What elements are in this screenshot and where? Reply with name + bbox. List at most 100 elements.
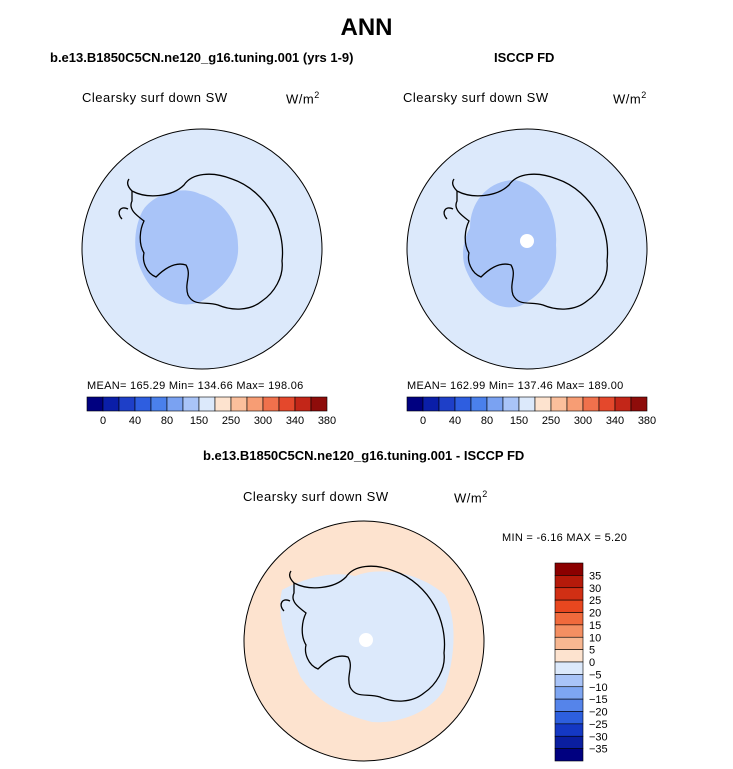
panel-2-variable-label: Clearsky surf down SW: [403, 90, 549, 105]
panel-1-title: b.e13.B1850C5CN.ne120_g16.tuning.001 (yr…: [50, 50, 354, 65]
colorbar-swatch: [598, 396, 616, 412]
map-panel-1: [81, 128, 323, 370]
map-1-coastline: [118, 173, 284, 310]
map-2-border: [406, 128, 648, 370]
colorbar-tick-label: 300: [254, 415, 272, 427]
colorbar-tick-label: 150: [190, 415, 208, 427]
panel-1-units-label: W/m2: [286, 90, 320, 107]
map-3-coastline: [280, 565, 446, 702]
colorbar-tick-label: −25: [589, 719, 608, 731]
colorbar-swatch: [230, 396, 248, 412]
colorbar-tick-label: 300: [574, 415, 592, 427]
colorbar-swatch: [422, 396, 440, 412]
colorbar-tick-label: 0: [100, 415, 106, 427]
colorbar-2: 0 40 80 150 250 300 340 380: [406, 396, 656, 427]
colorbar-swatch: [554, 735, 584, 749]
map-2-interior-region: [463, 180, 557, 308]
colorbar-swatch: [554, 686, 584, 700]
colorbar-swatch: [614, 396, 632, 412]
colorbar-swatch: [554, 562, 584, 576]
colorbar-tick-label: 80: [161, 415, 173, 427]
colorbar-swatch: [554, 636, 584, 650]
colorbar-tick-label: −35: [589, 744, 608, 756]
colorbar-swatch: [198, 396, 216, 412]
colorbar-swatch: [554, 661, 584, 675]
map-panel-3: [243, 520, 485, 762]
colorbar-tick-label: 10: [589, 632, 601, 644]
colorbar-swatch: [134, 396, 152, 412]
colorbar-tick-label: 40: [449, 415, 461, 427]
colorbar-swatch: [554, 748, 584, 762]
colorbar-swatch: [550, 396, 568, 412]
colorbar-tick-label: 0: [589, 657, 595, 669]
panel-2-units-label: W/m2: [613, 90, 647, 107]
colorbar-swatch: [182, 396, 200, 412]
colorbar-tick-label: −5: [589, 669, 602, 681]
colorbar-swatch: [534, 396, 552, 412]
panel-3-stats: MIN = -6.16 MAX = 5.20: [502, 532, 628, 544]
colorbar-swatch: [554, 599, 584, 613]
colorbar-tick-label: 80: [481, 415, 493, 427]
colorbar-tick-label: 380: [638, 415, 656, 427]
colorbar-swatch: [262, 396, 280, 412]
map-3-missing-data-spot: [359, 633, 373, 647]
colorbar-swatch: [554, 587, 584, 601]
panel-3-units-label: W/m2: [454, 489, 488, 506]
colorbar-swatch: [554, 674, 584, 688]
colorbar-tick-label: 25: [589, 595, 601, 607]
colorbar-swatch: [582, 396, 600, 412]
colorbar-tick-label: 250: [542, 415, 560, 427]
panel-1-stats: MEAN= 165.29 Min= 134.66 Max= 198.06: [87, 380, 304, 392]
colorbar-swatch: [486, 396, 504, 412]
map-2-coastline: [443, 173, 609, 310]
panel-2-title: ISCCP FD: [494, 50, 555, 65]
colorbar-1: 0 40 80 150 250 300 340 380: [86, 396, 336, 427]
colorbar-tick-label: 5: [589, 645, 595, 657]
colorbar-swatch: [214, 396, 232, 412]
colorbar-swatch: [438, 396, 456, 412]
colorbar-tick-label: 15: [589, 620, 601, 632]
colorbar-tick-label: −10: [589, 682, 608, 694]
map-1-border: [81, 128, 323, 370]
colorbar-swatch: [554, 649, 584, 663]
colorbar-swatch: [554, 711, 584, 725]
colorbar-swatch: [86, 396, 104, 412]
colorbar-tick-label: 250: [222, 415, 240, 427]
colorbar-swatch: [310, 396, 328, 412]
colorbar-swatch: [150, 396, 168, 412]
colorbar-tick-label: 380: [318, 415, 336, 427]
colorbar-swatch: [554, 624, 584, 638]
colorbar-tick-label: 40: [129, 415, 141, 427]
colorbar-swatch: [406, 396, 424, 412]
colorbar-tick-label: 30: [589, 583, 601, 595]
colorbar-swatch: [554, 698, 584, 712]
colorbar-swatch: [294, 396, 312, 412]
colorbar-tick-label: 0: [420, 415, 426, 427]
map-panel-2: [406, 128, 648, 370]
colorbar-swatch: [278, 396, 296, 412]
panel-1-variable-label: Clearsky surf down SW: [82, 90, 228, 105]
colorbar-tick-label: −30: [589, 731, 608, 743]
colorbar-tick-label: 150: [510, 415, 528, 427]
map-1-interior-region: [135, 190, 239, 305]
colorbar-swatch: [166, 396, 184, 412]
page-title: ANN: [340, 14, 393, 41]
colorbar-swatch: [470, 396, 488, 412]
colorbar-swatch: [118, 396, 136, 412]
colorbar-tick-label: −20: [589, 707, 608, 719]
panel-3-variable-label: Clearsky surf down SW: [243, 489, 389, 504]
colorbar-swatch: [554, 575, 584, 589]
panel-2-stats: MEAN= 162.99 Min= 137.46 Max= 189.00: [407, 380, 624, 392]
colorbar-swatch: [102, 396, 120, 412]
colorbar-swatch: [566, 396, 584, 412]
panel-3-title: b.e13.B1850C5CN.ne120_g16.tuning.001 - I…: [203, 448, 525, 463]
map-2-missing-data-spot: [520, 234, 534, 248]
colorbar-swatch: [246, 396, 264, 412]
colorbar-tick-label: 35: [589, 570, 601, 582]
map-3-border: [243, 520, 485, 762]
colorbar-swatch: [630, 396, 648, 412]
colorbar-swatch: [554, 612, 584, 626]
colorbar-tick-label: 20: [589, 608, 601, 620]
